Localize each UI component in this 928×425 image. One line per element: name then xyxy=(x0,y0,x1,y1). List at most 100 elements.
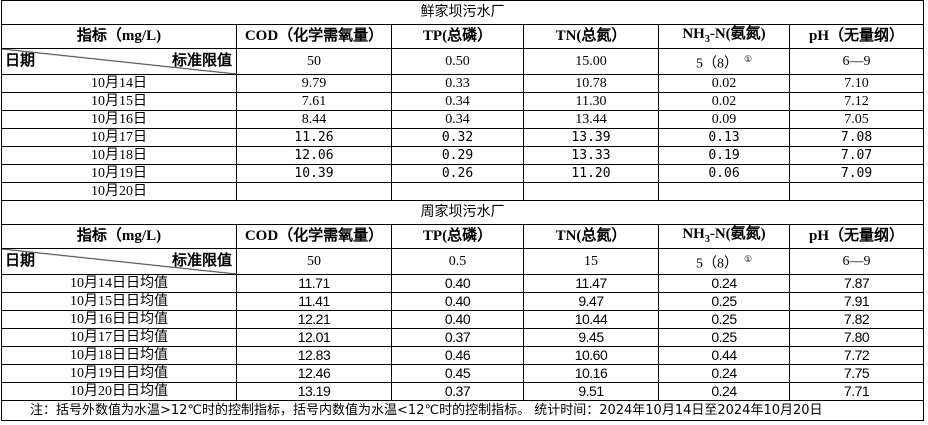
table-row: 10月20日 xyxy=(1,182,925,201)
table-row: 10月19日日均值 12.46 0.45 10.16 0.24 7.75 xyxy=(1,364,925,383)
value-cell: 0.24 xyxy=(658,364,790,383)
value-cell: 7.07 xyxy=(788,146,925,165)
value-cell: 10.60 xyxy=(523,346,659,365)
value-cell: 10.16 xyxy=(523,364,659,383)
value-cell: 0.29 xyxy=(391,146,524,165)
date-cell: 10月17日 xyxy=(1,128,237,147)
value-cell: 11.47 xyxy=(523,274,659,293)
value-cell: 7.61 xyxy=(236,92,392,111)
plant1-table: 鲜家坝污水厂 指标（mg/L) COD（化学需氧量） TP(总磷） TN(总氮） NH3-… xyxy=(0,0,925,201)
table-row: 10月18日 12.06 0.29 13.33 0.19 7.07 xyxy=(1,146,925,165)
table-row: 10月17日日均值 12.01 0.37 9.45 0.25 7.80 xyxy=(1,328,925,347)
header-cell: 指标（mg/L) xyxy=(1,224,237,249)
value-cell: 11.26 xyxy=(236,128,392,147)
standard-limit: 50 xyxy=(236,48,392,75)
value-cell: 0.37 xyxy=(391,328,524,347)
header-cell: TP(总磷） xyxy=(391,224,524,249)
value-cell: 0.34 xyxy=(391,92,524,111)
value-cell: 11.30 xyxy=(523,92,659,111)
value-cell: 0.33 xyxy=(391,74,524,93)
standard-limit: 5（8） ① xyxy=(658,248,790,275)
value-cell: 13.19 xyxy=(236,382,392,401)
standard-limit: 15 xyxy=(523,248,659,275)
plant2-table: 周家坝污水厂 指标（mg/L) COD（化学需氧量） TP(总磷） TN(总氮） NH3-… xyxy=(0,200,925,421)
note-mark: ① xyxy=(743,253,753,264)
header-cell: TP(总磷） xyxy=(391,24,524,49)
standard-limit: 6—9 xyxy=(788,248,925,275)
value-cell: 10.39 xyxy=(236,164,392,183)
value-cell: 11.41 xyxy=(236,292,392,311)
value-cell: 9.51 xyxy=(523,382,659,401)
value-cell: 0.45 xyxy=(391,364,524,383)
value-cell xyxy=(236,182,392,201)
value-cell: 0.40 xyxy=(391,274,524,293)
date-cell: 10月18日日均值 xyxy=(1,346,237,365)
header-cell: COD（化学需氧量） xyxy=(236,24,392,49)
value-cell: 7.12 xyxy=(788,92,925,111)
value-cell: 0.25 xyxy=(658,310,790,329)
header-cell: TN(总氮） xyxy=(523,24,659,49)
table-row: 10月20日日均值 13.19 0.37 9.51 0.24 7.71 xyxy=(1,382,925,401)
value-cell: 7.09 xyxy=(788,164,925,183)
value-cell: 7.71 xyxy=(788,382,925,401)
value-cell xyxy=(523,182,659,201)
value-cell: 0.19 xyxy=(658,146,790,165)
value-cell: 0.32 xyxy=(391,128,524,147)
diagonal-header-cell: 日期 标准限值 xyxy=(1,248,237,275)
value-cell: 7.75 xyxy=(788,364,925,383)
value-cell: 8.44 xyxy=(236,110,392,129)
value-cell: 13.44 xyxy=(523,110,659,129)
standard-limit: 50 xyxy=(236,248,392,275)
value-cell: 0.09 xyxy=(658,110,790,129)
value-cell: 7.10 xyxy=(788,74,925,93)
value-cell: 0.26 xyxy=(391,164,524,183)
table-row: 10月18日日均值 12.83 0.46 10.60 0.44 7.72 xyxy=(1,346,925,365)
date-cell: 10月15日日均值 xyxy=(1,292,237,311)
value-cell: 13.33 xyxy=(523,146,659,165)
table-row: 10月16日 8.44 0.34 13.44 0.09 7.05 xyxy=(1,110,925,129)
value-cell: 12.83 xyxy=(236,346,392,365)
header-nh3: NH3-N(氨氮) xyxy=(658,24,790,49)
value-cell: 7.82 xyxy=(788,310,925,329)
table-row: 10月15日日均值 11.41 0.40 9.47 0.25 7.91 xyxy=(1,292,925,311)
date-cell: 10月14日日均值 xyxy=(1,274,237,293)
table-row: 10月17日 11.26 0.32 13.39 0.13 7.08 xyxy=(1,128,925,147)
value-cell xyxy=(658,182,790,201)
table-row: 10月19日 10.39 0.26 11.20 0.06 7.09 xyxy=(1,164,925,183)
value-cell: 12.01 xyxy=(236,328,392,347)
value-cell: 9.45 xyxy=(523,328,659,347)
value-cell: 9.79 xyxy=(236,74,392,93)
header-cell: COD（化学需氧量） xyxy=(236,224,392,249)
date-cell: 10月18日 xyxy=(1,146,237,165)
date-cell: 10月15日 xyxy=(1,92,237,111)
date-cell: 10月19日 xyxy=(1,164,237,183)
header-cell: pH（无量纲） xyxy=(788,224,925,249)
date-cell: 10月16日日均值 xyxy=(1,310,237,329)
table-row: 10月15日 7.61 0.34 11.30 0.02 7.12 xyxy=(1,92,925,111)
value-cell: 0.46 xyxy=(391,346,524,365)
value-cell: 11.20 xyxy=(523,164,659,183)
date-cell: 10月20日 xyxy=(1,182,237,201)
standard-limit: 15.00 xyxy=(523,48,659,75)
value-cell: 0.02 xyxy=(658,92,790,111)
date-cell: 10月20日日均值 xyxy=(1,382,237,401)
value-cell: 12.06 xyxy=(236,146,392,165)
header-cell: pH（无量纲） xyxy=(788,24,925,49)
value-cell: 7.87 xyxy=(788,274,925,293)
value-cell: 0.02 xyxy=(658,74,790,93)
value-cell: 7.08 xyxy=(788,128,925,147)
value-cell: 11.71 xyxy=(236,274,392,293)
standard-limit: 0.5 xyxy=(391,248,524,275)
plant-title: 鲜家坝污水厂 xyxy=(0,0,925,25)
table-row: 10月14日日均值 11.71 0.40 11.47 0.24 7.87 xyxy=(1,274,925,293)
date-cell: 10月17日日均值 xyxy=(1,328,237,347)
value-cell: 13.39 xyxy=(523,128,659,147)
value-cell: 7.80 xyxy=(788,328,925,347)
value-cell xyxy=(391,182,524,201)
table-row: 10月14日 9.79 0.33 10.78 0.02 7.10 xyxy=(1,74,925,93)
note-mark: ① xyxy=(743,53,753,64)
date-cell: 10月14日 xyxy=(1,74,237,93)
value-cell: 10.44 xyxy=(523,310,659,329)
date-cell: 10月19日日均值 xyxy=(1,364,237,383)
value-cell: 0.24 xyxy=(658,382,790,401)
